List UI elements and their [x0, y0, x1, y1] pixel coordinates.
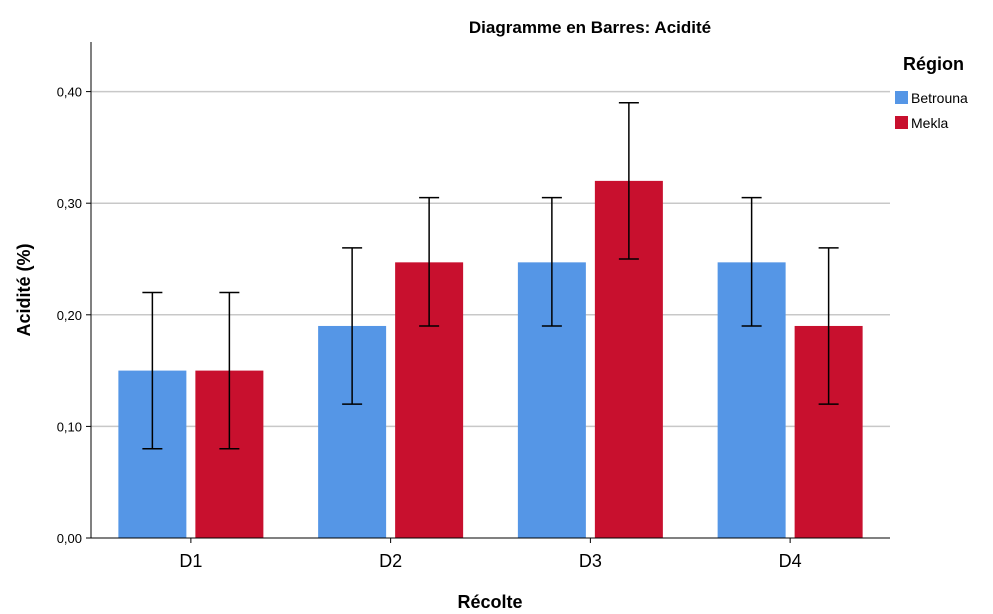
error-bars	[142, 102, 839, 450]
legend-title: Région	[903, 54, 964, 74]
x-axis-label: Récolte	[457, 592, 522, 612]
chart-title: Diagramme en Barres: Acidité	[469, 18, 711, 37]
legend-swatch-betrouna	[895, 91, 908, 104]
x-tick-label: D1	[179, 551, 202, 571]
x-ticks: D1 D2 D3 D4	[179, 538, 802, 571]
x-tick-label: D3	[579, 551, 602, 571]
legend: Région Betrouna Mekla	[895, 54, 968, 131]
legend-swatch-mekla	[895, 116, 908, 129]
legend-label-mekla: Mekla	[911, 115, 949, 131]
y-tick-label: 0,20	[57, 308, 82, 323]
y-tick-label: 0,00	[57, 531, 82, 546]
y-tick-label: 0,30	[57, 196, 82, 211]
legend-label-betrouna: Betrouna	[911, 90, 968, 106]
y-ticks: 0,00 0,10 0,20 0,30 0,40	[57, 85, 91, 546]
y-tick-label: 0,10	[57, 419, 82, 434]
x-tick-label: D4	[779, 551, 802, 571]
x-tick-label: D2	[379, 551, 402, 571]
y-tick-label: 0,40	[57, 85, 82, 100]
y-axis-label: Acidité (%)	[14, 243, 34, 336]
